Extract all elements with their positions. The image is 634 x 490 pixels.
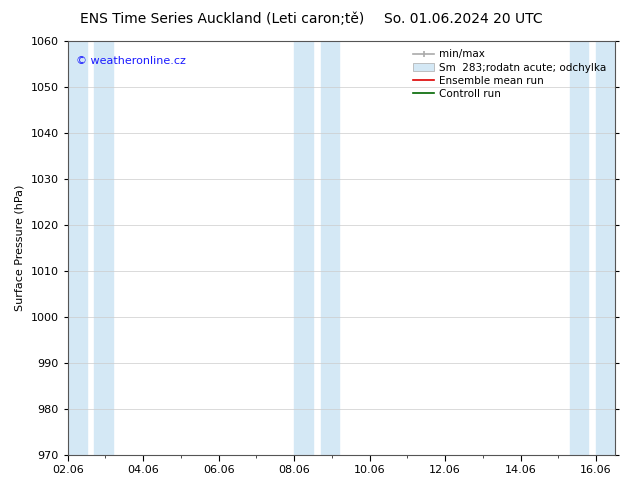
Legend: min/max, Sm  283;rodatn acute; odchylka, Ensemble mean run, Controll run: min/max, Sm 283;rodatn acute; odchylka, … bbox=[410, 46, 610, 102]
Bar bbox=[321, 41, 339, 455]
Text: © weatheronline.cz: © weatheronline.cz bbox=[76, 55, 186, 66]
Bar bbox=[94, 41, 113, 455]
Bar bbox=[294, 41, 313, 455]
Y-axis label: Surface Pressure (hPa): Surface Pressure (hPa) bbox=[15, 185, 25, 311]
Bar bbox=[68, 41, 87, 455]
Bar bbox=[569, 41, 588, 455]
Text: So. 01.06.2024 20 UTC: So. 01.06.2024 20 UTC bbox=[384, 12, 542, 26]
Bar bbox=[596, 41, 615, 455]
Text: ENS Time Series Auckland (Leti caron;tě): ENS Time Series Auckland (Leti caron;tě) bbox=[80, 12, 364, 26]
